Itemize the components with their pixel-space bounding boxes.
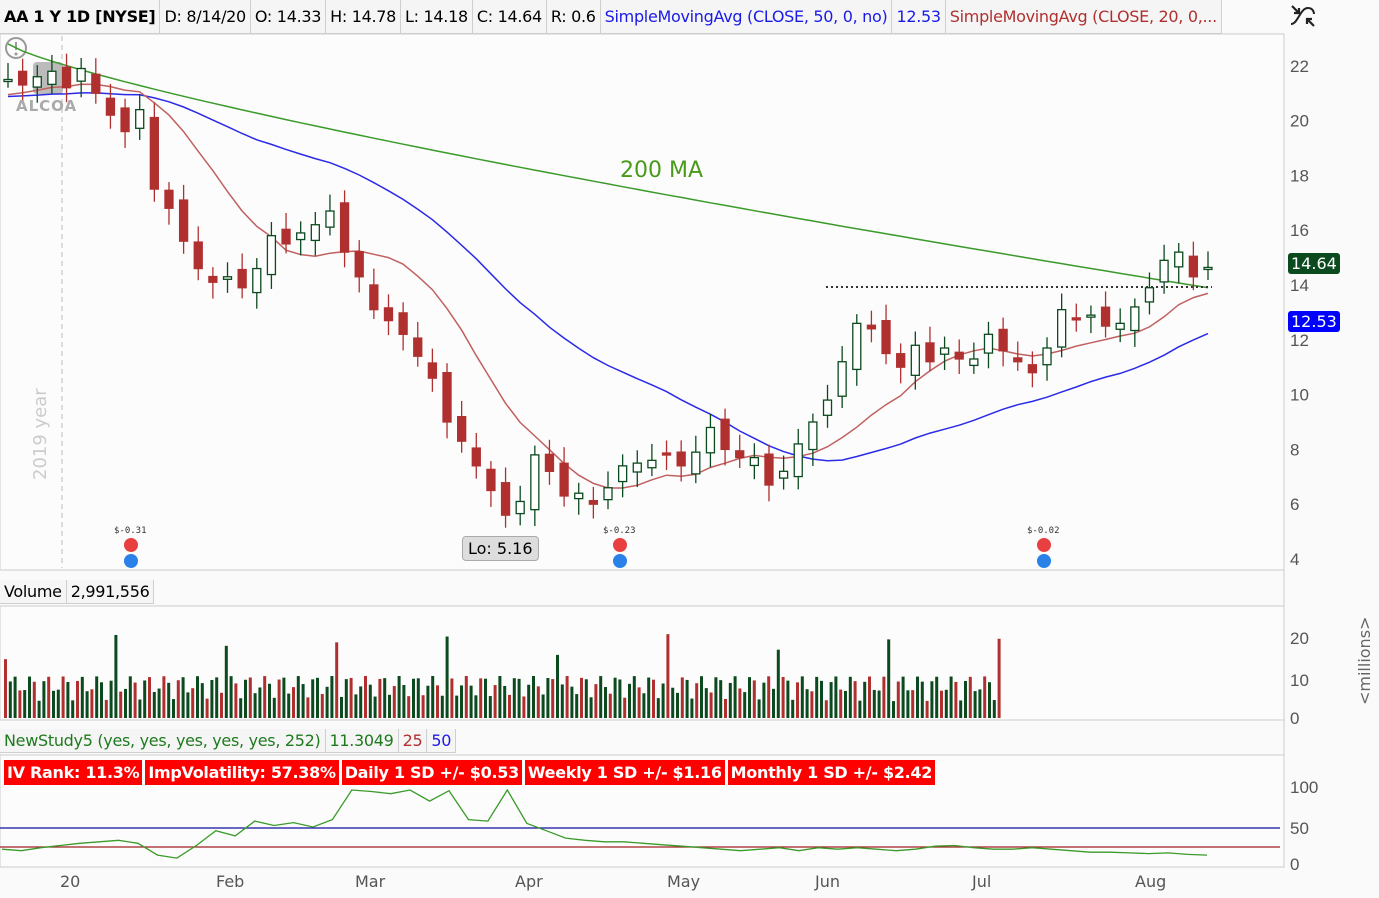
sma50-value: 12.53 [892, 0, 946, 33]
sma20-study-label[interactable]: SimpleMovingAvg (CLOSE, 20, 0,... [946, 0, 1222, 33]
volume-label[interactable]: Volume [0, 580, 67, 603]
daily-sd-badge: Daily 1 SD +/- $0.53 [341, 760, 522, 785]
svg-text:22: 22 [1290, 57, 1309, 76]
iv-badges: IV Rank: 11.3% ImpVolatility: 57.38% Dai… [4, 760, 936, 785]
x-tick: Jul [972, 872, 992, 891]
low-callout: Lo: 5.16 [462, 536, 539, 561]
high-label: H: 14.78 [326, 0, 402, 33]
svg-text:6: 6 [1290, 495, 1299, 514]
svg-text:10: 10 [1290, 671, 1309, 690]
x-tick: Mar [355, 872, 386, 891]
svg-text:10: 10 [1290, 386, 1309, 405]
study-line-50: 50 [427, 729, 457, 752]
study-label[interactable]: NewStudy5 (yes, yes, yes, yes, yes, 252) [0, 729, 326, 752]
earnings-label: $-0.31 [114, 526, 147, 536]
svg-text:50: 50 [1290, 819, 1309, 838]
volume-pane-header: Volume 2,991,556 [0, 580, 155, 604]
study-value: 11.3049 [326, 729, 399, 752]
earnings-label: $-0.23 [603, 526, 636, 536]
svg-text:4: 4 [1290, 550, 1299, 569]
sma50-price-tag: 12.53 [1288, 311, 1340, 332]
range-label: R: 0.6 [547, 0, 601, 33]
date-label: D: 8/14/20 [160, 0, 251, 33]
open-label: O: 14.33 [251, 0, 327, 33]
svg-text:0: 0 [1290, 855, 1299, 874]
x-tick: Aug [1135, 872, 1167, 891]
last-price-tag: 14.64 [1288, 253, 1340, 274]
year-marker: 2019 year [30, 388, 51, 480]
svg-text:14: 14 [1290, 276, 1309, 295]
x-tick: May [667, 872, 701, 891]
study-pane-header: NewStudy5 (yes, yes, yes, yes, yes, 252)… [0, 729, 457, 753]
chart-header: AA 1 Y 1D [NYSE] D: 8/14/20 O: 14.33 H: … [0, 0, 1222, 34]
symbol-label[interactable]: AA 1 Y 1D [NYSE] [0, 0, 161, 33]
monthly-sd-badge: Monthly 1 SD +/- $2.42 [727, 760, 936, 785]
weekly-sd-badge: Weekly 1 SD +/- $1.16 [524, 760, 725, 785]
svg-text:20: 20 [1290, 629, 1309, 648]
volume-units: <millions> [1355, 616, 1374, 705]
svg-text:12: 12 [1290, 331, 1309, 350]
alcoa-logo: ALCOA [16, 97, 78, 115]
volume-value: 2,991,556 [67, 580, 155, 603]
x-tick: Apr [515, 872, 543, 891]
x-tick: Feb [216, 872, 245, 891]
x-tick: Jun [815, 872, 840, 891]
annotation-200ma: 200 MA [620, 158, 704, 183]
svg-text:18: 18 [1290, 166, 1309, 185]
study-line-25: 25 [399, 729, 428, 752]
svg-text:100: 100 [1290, 778, 1318, 797]
swap-chart-icon[interactable] [1288, 2, 1318, 30]
svg-text:16: 16 [1290, 221, 1309, 240]
low-label: L: 14.18 [401, 0, 473, 33]
sma50-study-label[interactable]: SimpleMovingAvg (CLOSE, 50, 0, no) [601, 0, 893, 33]
iv-rank-badge: IV Rank: 11.3% [4, 760, 143, 785]
imp-volatility-badge: ImpVolatility: 57.38% [145, 760, 339, 785]
earnings-label: $-0.02 [1027, 526, 1060, 536]
svg-text:0: 0 [1290, 709, 1299, 728]
svg-text:20: 20 [1290, 112, 1309, 131]
x-tick: 20 [60, 872, 81, 891]
svg-text:8: 8 [1290, 440, 1299, 459]
close-label: C: 14.64 [473, 0, 547, 33]
